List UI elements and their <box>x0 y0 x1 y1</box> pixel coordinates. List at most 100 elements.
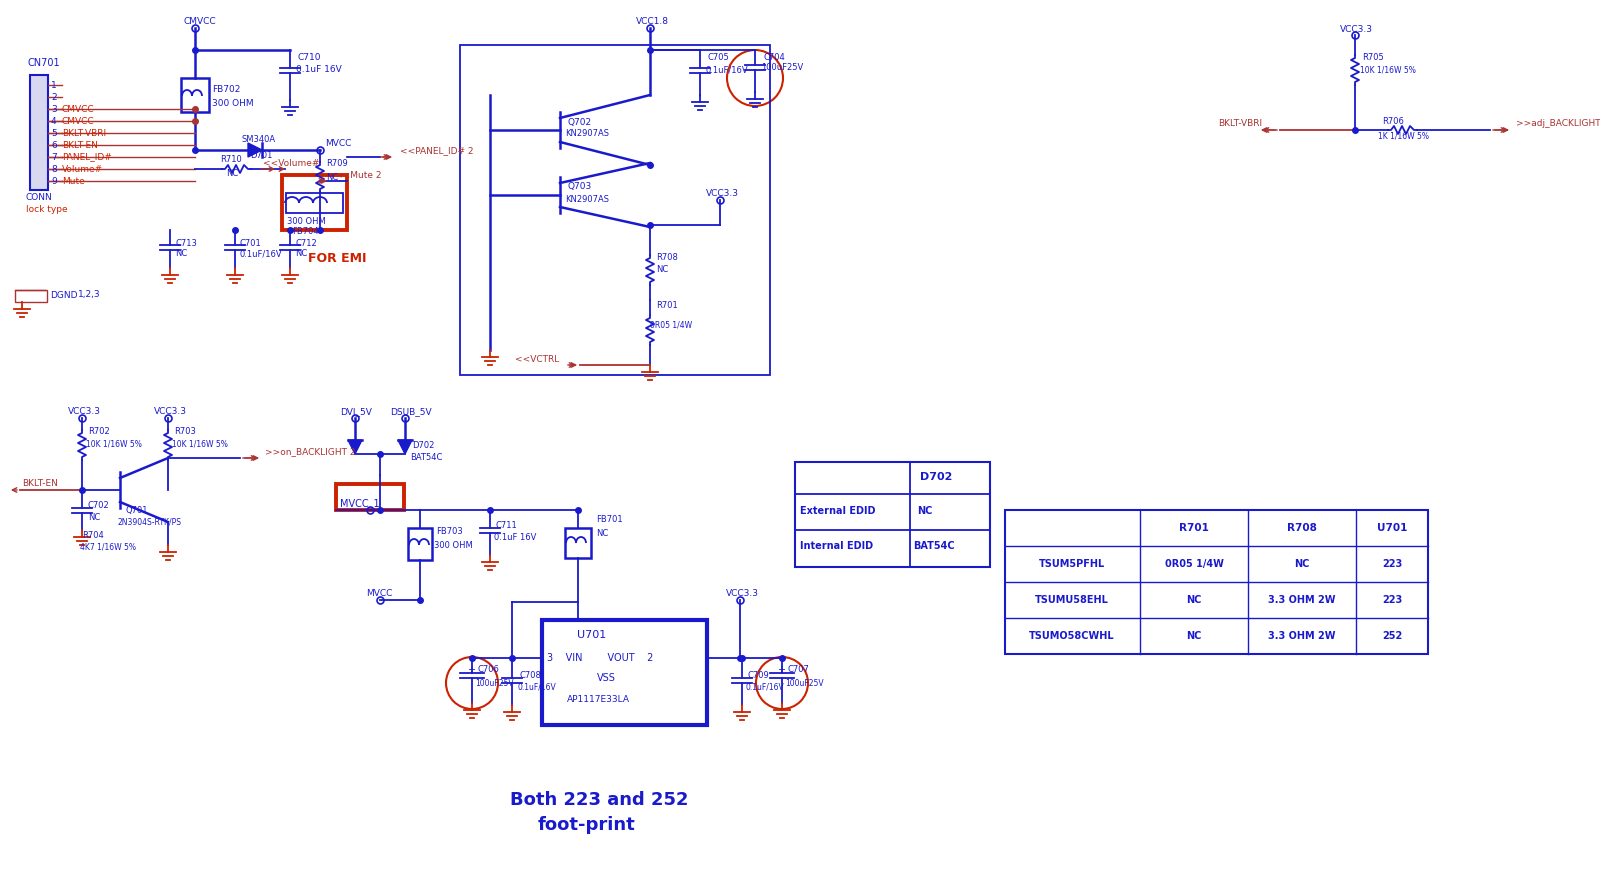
Text: D702: D702 <box>413 442 434 451</box>
Bar <box>1005 510 1429 654</box>
Text: C708: C708 <box>520 671 542 680</box>
Text: VCC3.3: VCC3.3 <box>67 407 101 417</box>
Text: 1K 1/16W 5%: 1K 1/16W 5% <box>1378 132 1429 140</box>
Bar <box>408 528 432 560</box>
Text: Both 223 and 252: Both 223 and 252 <box>510 791 688 809</box>
Text: CMVCC: CMVCC <box>62 116 94 125</box>
Text: 0.1uF/16V: 0.1uF/16V <box>746 683 784 692</box>
Text: 8: 8 <box>51 164 56 173</box>
Text: NC: NC <box>326 172 338 181</box>
Text: 100uF25V: 100uF25V <box>475 678 514 687</box>
Text: C705: C705 <box>707 53 730 62</box>
Text: R710: R710 <box>221 155 242 164</box>
Text: CN701: CN701 <box>29 58 61 68</box>
Text: VSS: VSS <box>597 673 616 683</box>
Polygon shape <box>248 143 262 157</box>
Text: C707: C707 <box>787 666 810 675</box>
Text: 300 OHM: 300 OHM <box>286 218 326 227</box>
Text: Q701: Q701 <box>125 506 147 515</box>
Text: 1: 1 <box>51 81 56 90</box>
Bar <box>282 175 347 230</box>
Text: R703: R703 <box>174 428 195 436</box>
Text: Mute: Mute <box>62 177 85 186</box>
Text: foot-print: foot-print <box>538 816 635 834</box>
Text: Volume#: Volume# <box>62 164 102 173</box>
Text: 4: 4 <box>51 116 56 125</box>
Text: C710: C710 <box>298 53 322 62</box>
Text: NC: NC <box>174 250 187 259</box>
Bar <box>30 75 48 190</box>
Text: +: + <box>778 665 786 675</box>
Text: VCC3.3: VCC3.3 <box>706 189 739 198</box>
Bar <box>542 620 707 725</box>
Text: R708: R708 <box>1286 523 1317 533</box>
Text: C709: C709 <box>747 670 768 679</box>
Text: <<VCTRL: <<VCTRL <box>515 355 560 364</box>
Text: BKLT-EN: BKLT-EN <box>62 140 98 149</box>
Text: U701: U701 <box>1378 523 1406 533</box>
Text: TSUMO58CWHL: TSUMO58CWHL <box>1029 631 1115 641</box>
Text: 100uF25V: 100uF25V <box>762 63 803 73</box>
Text: 0.1uF 16V: 0.1uF 16V <box>494 533 536 541</box>
Text: Q702: Q702 <box>568 117 592 126</box>
Text: 300 OHM: 300 OHM <box>434 541 472 549</box>
Text: NC: NC <box>1186 595 1202 605</box>
Text: NC: NC <box>656 266 669 275</box>
Text: R702: R702 <box>88 428 110 436</box>
Bar <box>336 484 403 510</box>
Text: BKLT-EN: BKLT-EN <box>22 479 58 488</box>
Text: D701: D701 <box>250 150 272 159</box>
Text: DVI_5V: DVI_5V <box>339 407 371 417</box>
Text: FB703: FB703 <box>435 527 462 536</box>
Text: BAT54C: BAT54C <box>410 453 442 462</box>
Text: 223: 223 <box>1382 559 1402 569</box>
Text: Internal EDID: Internal EDID <box>800 541 874 551</box>
Text: 0.1uF/16V: 0.1uF/16V <box>240 250 283 259</box>
Text: >>adj_BACKLIGHT 2: >>adj_BACKLIGHT 2 <box>1517 119 1600 129</box>
Text: 1,2,3: 1,2,3 <box>78 291 101 300</box>
Text: FB702: FB702 <box>211 85 240 94</box>
Text: 3: 3 <box>51 105 56 114</box>
Text: C712: C712 <box>294 238 317 247</box>
Text: VCC3.3: VCC3.3 <box>1341 25 1373 34</box>
Bar <box>461 45 770 375</box>
Text: D702: D702 <box>920 472 952 482</box>
Text: NC: NC <box>88 512 101 522</box>
Text: PANEL_ID#: PANEL_ID# <box>62 153 112 162</box>
Text: 2: 2 <box>51 92 56 101</box>
Text: MVCC: MVCC <box>325 140 352 148</box>
Text: R708: R708 <box>656 252 678 261</box>
Text: DGND: DGND <box>50 291 77 300</box>
Text: AP1117E33LA: AP1117E33LA <box>566 695 630 704</box>
Text: 10K 1/16W 5%: 10K 1/16W 5% <box>1360 66 1416 75</box>
Text: 7: 7 <box>51 153 56 162</box>
Text: FOR EMI: FOR EMI <box>307 252 366 265</box>
Text: R709: R709 <box>326 159 347 169</box>
Bar <box>286 193 342 213</box>
Text: R704: R704 <box>82 531 104 540</box>
Text: 0.1uF 16V: 0.1uF 16V <box>296 66 342 75</box>
Text: NC: NC <box>226 169 238 178</box>
Text: 6: 6 <box>51 140 56 149</box>
Text: BKLT-VBRI: BKLT-VBRI <box>1218 119 1262 129</box>
Text: lock type: lock type <box>26 205 67 214</box>
Text: NC: NC <box>294 250 307 259</box>
Text: Q703: Q703 <box>568 182 592 191</box>
Polygon shape <box>398 440 413 454</box>
Text: R705: R705 <box>1362 53 1384 62</box>
Text: BKLT-VBRI: BKLT-VBRI <box>62 129 106 138</box>
Bar <box>181 78 210 112</box>
Text: 2N3904S-RTK/PS: 2N3904S-RTK/PS <box>118 517 182 526</box>
Text: NC: NC <box>1294 559 1310 569</box>
Text: 3    VIN        VOUT    2: 3 VIN VOUT 2 <box>547 653 653 663</box>
Text: KN2907AS: KN2907AS <box>565 195 610 204</box>
Text: 0.1uF/16V: 0.1uF/16V <box>706 66 749 75</box>
Text: C704: C704 <box>763 52 784 61</box>
Text: <<Mute 2: <<Mute 2 <box>334 171 381 180</box>
Text: FB701: FB701 <box>595 516 622 525</box>
Text: TSUMU58EHL: TSUMU58EHL <box>1035 595 1109 605</box>
Text: CMVCC: CMVCC <box>62 105 94 114</box>
Text: C706: C706 <box>477 666 499 675</box>
Text: 3.3 OHM 2W: 3.3 OHM 2W <box>1269 631 1336 641</box>
Text: C713: C713 <box>174 238 197 247</box>
